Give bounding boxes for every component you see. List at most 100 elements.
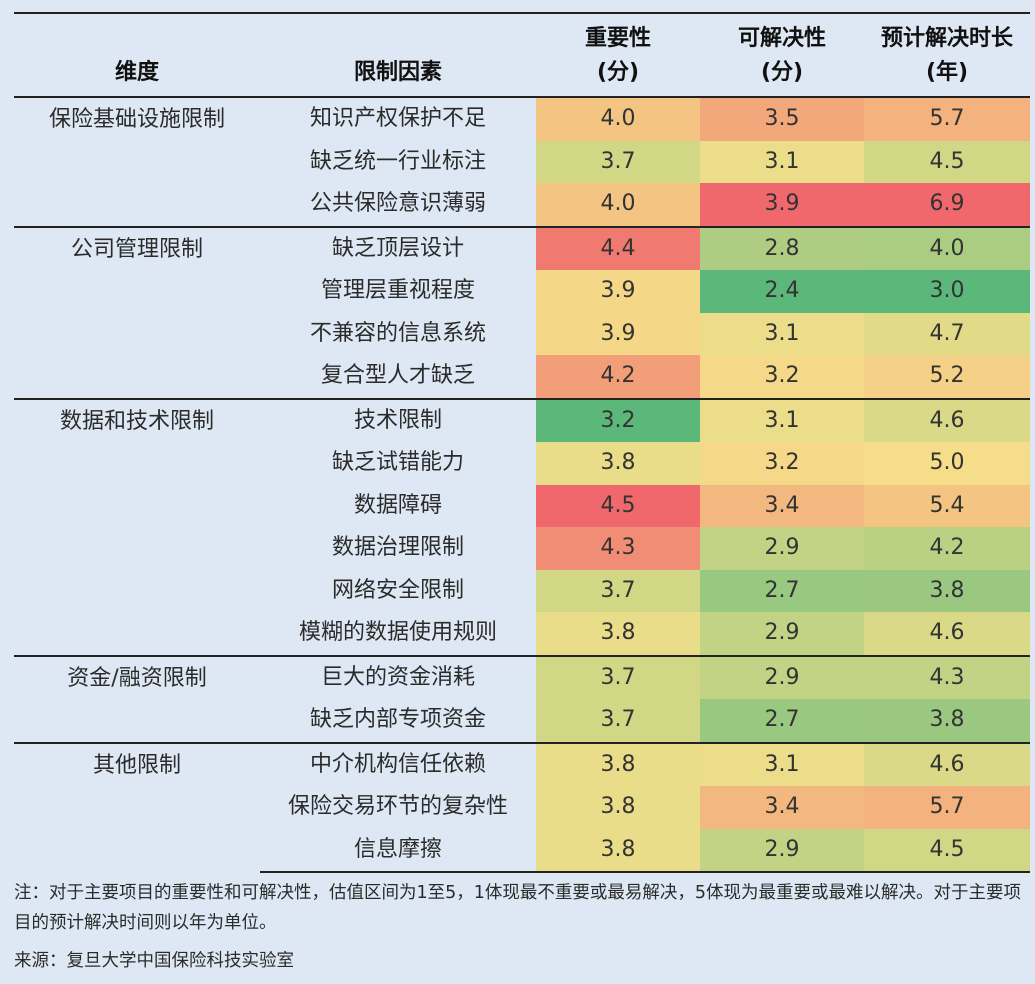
solvability-cell: 2.7 — [700, 699, 864, 743]
years-cell: 5.7 — [864, 786, 1030, 829]
years-cell: 4.5 — [864, 828, 1030, 873]
header-importance: 重要性 (分) — [584, 26, 651, 85]
factor-cell: 缺乏统一行业标注 — [309, 148, 486, 174]
years-cell: 5.0 — [864, 442, 1030, 485]
years-cell: 4.6 — [864, 741, 1030, 786]
dimension-cell: 公司管理限制 — [14, 225, 260, 399]
importance-cell: 4.0 — [536, 96, 700, 141]
importance-cell: 3.8 — [536, 786, 700, 829]
importance-cell: 3.9 — [536, 312, 700, 355]
table-row: 模糊的数据使用规则 3.8 2.9 4.6 — [14, 612, 1030, 656]
solvability-cell: 3.1 — [700, 312, 864, 355]
solvability-cell: 2.8 — [700, 225, 864, 270]
solvability-cell: 2.9 — [700, 612, 864, 656]
importance-cell: 3.8 — [536, 828, 700, 873]
table-row: 数据障碍 4.5 3.4 5.4 — [14, 484, 1030, 527]
factor-cell: 数据障碍 — [353, 492, 442, 518]
years-cell: 4.5 — [864, 140, 1030, 183]
years-cell: 5.7 — [864, 96, 1030, 141]
table-row: 信息摩擦 3.8 2.9 4.5 — [14, 828, 1030, 873]
table-row: 缺乏试错能力 3.8 3.2 5.0 — [14, 442, 1030, 485]
solvability-cell: 2.9 — [700, 527, 864, 570]
importance-cell: 3.7 — [536, 140, 700, 183]
importance-cell: 3.8 — [536, 442, 700, 485]
table-row: 管理层重视程度 3.9 2.4 3.0 — [14, 270, 1030, 313]
factor-cell: 保险交易环节的复杂性 — [287, 794, 508, 820]
factor-cell: 技术限制 — [260, 397, 536, 442]
constraint-table: 维度 限制因素 重要性 (分) 可解决性 (分) 预计解决时长 (年) 保险基础设施限… — [14, 12, 1030, 873]
table-row: 公共保险意识薄弱 4.0 3.9 6.9 — [14, 183, 1030, 227]
years-cell: 4.6 — [864, 612, 1030, 656]
table-row: 不兼容的信息系统 3.9 3.1 4.7 — [14, 312, 1030, 355]
factor-cell: 模糊的数据使用规则 — [298, 620, 497, 646]
solvability-cell: 2.4 — [700, 270, 864, 313]
factor-cell: 巨大的资金消耗 — [260, 654, 536, 699]
table-row: 缺乏统一行业标注 3.7 3.1 4.5 — [14, 140, 1030, 183]
dimension-cell: 数据和技术限制 — [14, 397, 260, 656]
table-row: 保险交易环节的复杂性 3.8 3.4 5.7 — [14, 786, 1030, 829]
importance-cell: 3.9 — [536, 270, 700, 313]
solvability-cell: 2.9 — [700, 828, 864, 873]
importance-cell: 4.3 — [536, 527, 700, 570]
solvability-cell: 2.9 — [700, 654, 864, 699]
factor-cell: 复合型人才缺乏 — [320, 363, 475, 389]
importance-cell: 3.7 — [536, 699, 700, 743]
factor-cell: 公共保险意识薄弱 — [309, 191, 486, 217]
header-years: 预计解决时长 (年) — [880, 26, 1013, 85]
factor-cell: 缺乏试错能力 — [331, 450, 464, 476]
dimension-cell: 资金/融资限制 — [14, 654, 260, 743]
importance-cell: 3.8 — [536, 612, 700, 656]
header-dimension: 维度 — [114, 60, 159, 85]
factor-cell: 缺乏内部专项资金 — [309, 707, 486, 733]
solvability-cell: 3.9 — [700, 183, 864, 227]
solvability-cell: 3.1 — [700, 140, 864, 183]
importance-cell: 3.7 — [536, 654, 700, 699]
solvability-cell: 3.4 — [700, 484, 864, 527]
factor-cell: 信息摩擦 — [260, 828, 536, 873]
years-cell: 4.0 — [864, 225, 1030, 270]
header-factor: 限制因素 — [353, 60, 442, 85]
footnote: 注：对于主要项目的重要性和可解决性，估值区间为1至5，1体现最不重要或最易解决，… — [14, 883, 1022, 933]
factor-cell: 缺乏顶层设计 — [260, 225, 536, 270]
years-cell: 3.0 — [864, 270, 1030, 313]
years-cell: 5.4 — [864, 484, 1030, 527]
solvability-cell: 3.2 — [700, 355, 864, 399]
source-line: 来源：复旦大学中国保险科技实验室 — [14, 951, 294, 971]
table-row: 复合型人才缺乏 4.2 3.2 5.2 — [14, 355, 1030, 399]
table-body: 保险基础设施限制 知识产权保护不足 4.0 3.5 5.7 缺乏统一行业标注 3.7 3.1 4… — [14, 96, 1030, 873]
factor-cell: 数据治理限制 — [331, 535, 464, 561]
importance-cell: 4.0 — [536, 183, 700, 227]
years-cell: 4.3 — [864, 654, 1030, 699]
factor-cell: 知识产权保护不足 — [260, 96, 536, 141]
solvability-cell: 3.4 — [700, 786, 864, 829]
factor-cell: 不兼容的信息系统 — [309, 320, 486, 346]
table-row: 数据治理限制 4.3 2.9 4.2 — [14, 527, 1030, 570]
table-row: 公司管理限制 缺乏顶层设计 4.4 2.8 4.0 — [14, 225, 1030, 399]
years-cell: 6.9 — [864, 183, 1030, 227]
header-row: 维度 限制因素 重要性 (分) 可解决性 (分) 预计解决时长 (年) — [14, 13, 1030, 97]
years-cell: 3.8 — [864, 569, 1030, 612]
table-row: 其他限制 中介机构信任依赖 3.8 3.1 4.6 — [14, 741, 1030, 872]
years-cell: 4.7 — [864, 312, 1030, 355]
importance-cell: 4.2 — [536, 355, 700, 399]
importance-cell: 3.2 — [536, 397, 700, 442]
solvability-cell: 3.1 — [700, 741, 864, 786]
table-row: 资金/融资限制 巨大的资金消耗 3.7 2.9 4.3 — [14, 654, 1030, 743]
factor-cell: 网络安全限制 — [331, 577, 464, 603]
table-row: 缺乏内部专项资金 3.7 2.7 3.8 — [14, 699, 1030, 743]
table-row: 保险基础设施限制 知识产权保护不足 4.0 3.5 5.7 — [14, 96, 1030, 227]
factor-cell: 管理层重视程度 — [320, 278, 475, 304]
dimension-cell: 保险基础设施限制 — [14, 96, 260, 227]
years-cell: 3.8 — [864, 699, 1030, 743]
dimension-cell: 其他限制 — [14, 741, 260, 872]
importance-cell: 4.4 — [536, 225, 700, 270]
years-cell: 4.6 — [864, 397, 1030, 442]
table-row: 网络安全限制 3.7 2.7 3.8 — [14, 569, 1030, 612]
importance-cell: 4.5 — [536, 484, 700, 527]
importance-cell: 3.7 — [536, 569, 700, 612]
table-row: 数据和技术限制 技术限制 3.2 3.1 4.6 — [14, 397, 1030, 656]
solvability-cell: 3.2 — [700, 442, 864, 485]
importance-cell: 3.8 — [536, 741, 700, 786]
factor-cell: 中介机构信任依赖 — [260, 741, 536, 786]
solvability-cell: 3.1 — [700, 397, 864, 442]
